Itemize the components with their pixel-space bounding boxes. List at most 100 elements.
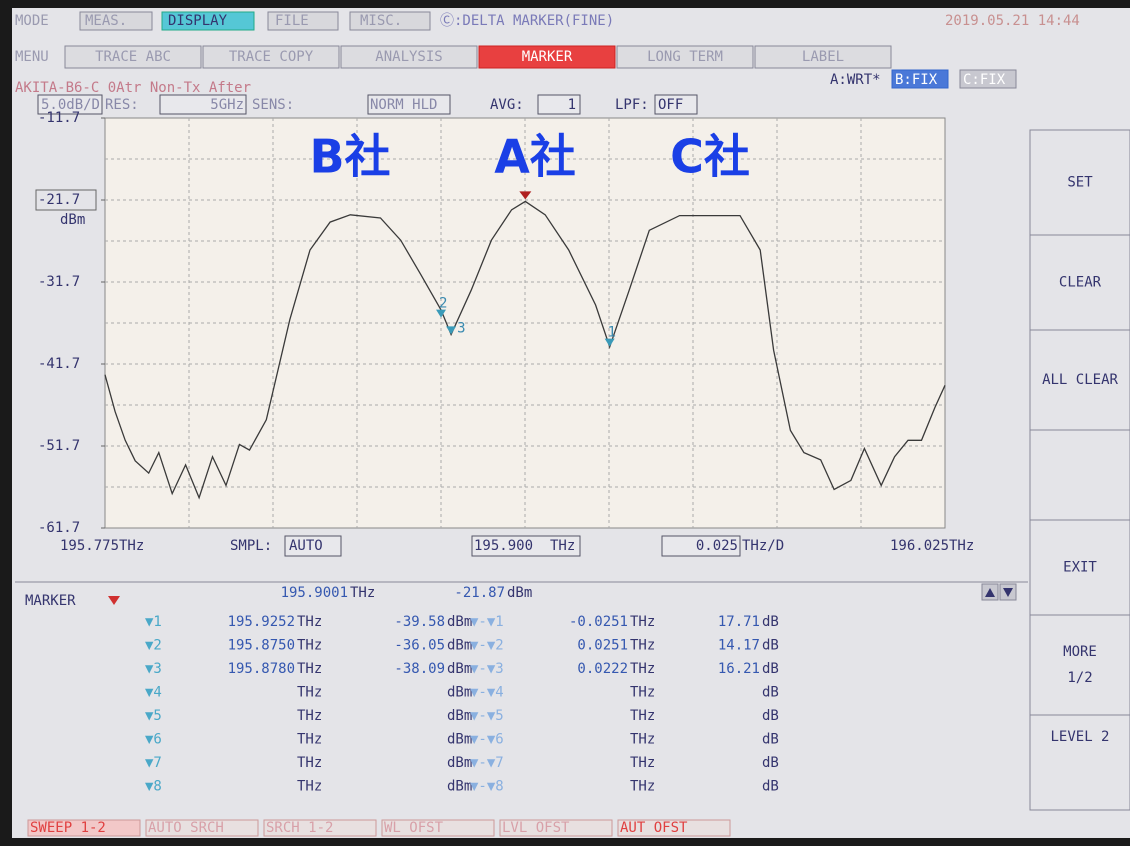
table-cell: THz [297,779,322,795]
table-cell: 17.71 [718,614,760,630]
table-cell: dBm [447,614,472,630]
menu-tab-label[interactable]: LABEL [802,49,844,65]
side-button[interactable] [1030,615,1130,715]
table-cell: ▼-▼2 [470,638,504,654]
table-cell: dBm [447,661,472,677]
label: SMPL: [230,538,272,554]
table-cell: dB [762,755,779,771]
table-cell: ▼8 [145,779,162,795]
menu-tab-label[interactable]: ANALYSIS [375,49,442,65]
table-cell: THz [630,732,655,748]
table-cell: dB [762,732,779,748]
table-cell: THz [630,614,655,630]
side-button-label[interactable]: 1/2 [1067,670,1092,686]
table-cell: dBm [447,638,472,654]
table-cell: ▼1 [145,614,162,630]
table-cell: dBm [447,732,472,748]
table-cell: ▼-▼3 [470,661,504,677]
side-button-label[interactable]: MORE [1063,644,1097,660]
table-cell: dB [762,638,779,654]
label: OFF [658,97,683,113]
table-title: MARKER [25,593,76,609]
label: 5GHz [210,97,244,113]
status-item: WL OFST [384,820,444,836]
table-cell: ▼7 [145,755,162,771]
label: -21.87 [454,585,505,601]
y-tick-label: -51.7 [38,438,80,454]
table-cell: THz [297,755,322,771]
datetime: 2019.05.21 14:44 [945,13,1080,29]
annotation: B社 [309,130,390,184]
label: 196.025THz [890,538,974,554]
table-cell: dB [762,708,779,724]
table-cell: ▼2 [145,638,162,654]
table-cell: dB [762,685,779,701]
menu-tab-label[interactable]: LONG TERM [647,49,723,65]
side-button-label[interactable]: ALL CLEAR [1042,372,1118,388]
table-cell: THz [630,779,655,795]
table-cell: ▼-▼8 [470,779,504,795]
table-cell: ▼-▼1 [470,614,504,630]
label: 195.775THz [60,538,144,554]
marker-label: 3 [457,320,465,336]
table-cell: ▼5 [145,708,162,724]
table-cell: -0.0251 [569,614,628,630]
menu-tab-label[interactable]: TRACE COPY [229,49,314,65]
table-cell: -36.05 [394,638,445,654]
marker-label: 1 [608,325,616,341]
top-menu-item[interactable]: FILE [275,13,309,29]
side-button-label[interactable]: SET [1067,175,1093,191]
trace-mode: C:FIX [963,72,1006,88]
marker-label: 2 [439,296,447,312]
label: dBm [507,585,532,601]
table-cell: ▼-▼4 [470,685,504,701]
table-cell: -39.58 [394,614,445,630]
table-cell: ▼-▼7 [470,755,504,771]
table-cell: -38.09 [394,661,445,677]
label: AUTO [289,538,323,554]
status-item: LVL OFST [502,820,570,836]
trace-mode: B:FIX [895,72,938,88]
menu-tab-label[interactable]: MARKER [522,49,573,65]
label: AVG: [490,97,524,113]
table-cell: ▼6 [145,732,162,748]
table-cell: THz [630,661,655,677]
top-menu-item[interactable]: MODE [15,13,49,29]
y-unit: dBm [60,212,85,228]
label: THz [350,585,375,601]
y-tick-label: -21.7 [38,192,80,208]
table-cell: dBm [447,685,472,701]
table-cell: dB [762,614,779,630]
annotation: A社 [494,130,576,184]
table-cell: THz [630,708,655,724]
table-cell: 195.8750 [228,638,295,654]
table-cell: dBm [447,779,472,795]
table-cell: dBm [447,755,472,771]
menu-label: MENU [15,49,49,65]
y-tick-label: -41.7 [38,356,80,372]
table-cell: THz [630,685,655,701]
side-button-label[interactable]: LEVEL 2 [1050,729,1109,745]
trace-title: AKITA-B6-C 0Atr Non-Tx After [15,80,251,96]
menu-tab-label[interactable]: TRACE ABC [95,49,171,65]
side-button-label[interactable]: CLEAR [1059,275,1102,291]
annotation: C社 [670,130,750,184]
top-menu-item[interactable]: DISPLAY [168,13,228,29]
table-cell: 195.8780 [228,661,295,677]
table-cell: ▼4 [145,685,162,701]
y-tick-label: -61.7 [38,520,80,536]
label: 195.900 [474,538,533,554]
label: 0.025 [696,538,738,554]
y-tick-label: -31.7 [38,274,80,290]
top-menu-item[interactable]: MEAS. [85,13,127,29]
status-item: SWEEP 1-2 [30,820,106,836]
status-item: AUTO SRCH [148,820,224,836]
top-menu-item[interactable]: MISC. [360,13,402,29]
side-button-label[interactable]: EXIT [1063,560,1097,576]
table-cell: 16.21 [718,661,760,677]
y-tick-label: -11.7 [38,110,80,126]
table-cell: dBm [447,708,472,724]
trace-mode: A:WRT* [830,72,881,88]
label: RES: [105,97,139,113]
status-item: SRCH 1-2 [266,820,333,836]
